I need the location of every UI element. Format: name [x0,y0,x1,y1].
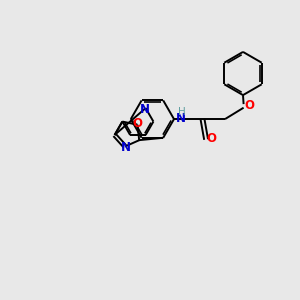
Text: O: O [133,117,142,130]
Text: N: N [140,103,150,116]
Text: H: H [178,107,186,117]
Text: N: N [176,112,186,125]
Text: N: N [121,141,131,154]
Text: O: O [244,99,255,112]
Text: O: O [206,132,217,145]
